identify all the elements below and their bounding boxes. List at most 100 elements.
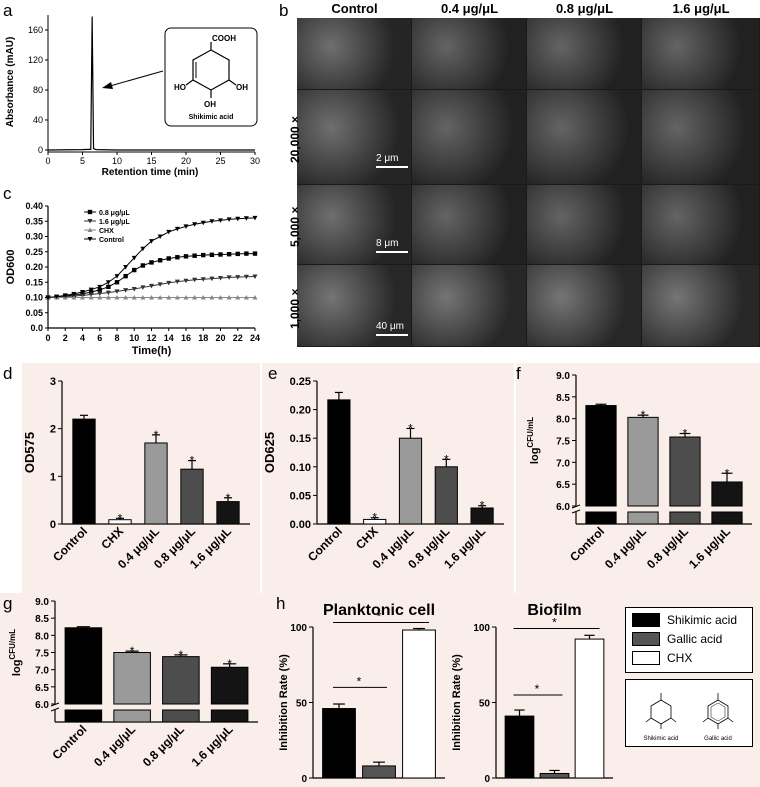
panel-c-point (114, 289, 120, 294)
panel-c-xlabel: Time(h) (132, 345, 172, 357)
panel-c-xtick-label: 22 (233, 333, 243, 343)
panel-c-point (235, 275, 241, 280)
panel-c-point (149, 295, 154, 300)
panel-g-ytick-label: 6.5 (35, 683, 49, 694)
sem-column-header: 1.6 μg/μL (672, 1, 730, 16)
panel-c-legend-marker (87, 219, 93, 224)
panel-f-category-label: 0.4 μg/μL (602, 524, 649, 571)
panel-f-bar (627, 416, 659, 507)
panel-f-bar (585, 405, 617, 507)
panel-g-category-label: 1.6 μg/μL (189, 722, 236, 769)
sem-image-tile (527, 265, 641, 346)
structure-label-shikimic: Shikimic acid (643, 736, 678, 742)
panel-d-ytick-label: 1 (50, 471, 56, 483)
sem-scale-bar-label: 2 μm (376, 153, 399, 164)
panel-c-point (200, 220, 206, 226)
panel-c-xtick-label: 8 (114, 333, 119, 343)
panel-c-point (54, 294, 60, 300)
panel-c-point (192, 277, 198, 283)
panel-c-point (114, 280, 120, 285)
panel-g-bar (210, 666, 249, 705)
sem-image-tile (642, 185, 759, 264)
panel-f-bar (711, 481, 743, 507)
panel-c-xtick-label: 4 (80, 333, 85, 343)
panel-c-point (157, 282, 163, 287)
structure-cooh-label: COOH (212, 34, 236, 43)
panel-h2-ytick-label: 50 (479, 699, 491, 710)
panel-h1-title: Planktonic cell (323, 602, 435, 619)
sem-image-tile (412, 18, 526, 89)
panel-c-point (105, 280, 111, 285)
panel-e-ytick-label: 0.20 (290, 405, 311, 417)
panel-f-ytick-label: 8.5 (556, 393, 570, 404)
panel-c-point (132, 267, 137, 273)
panel-c-point (174, 226, 180, 232)
sem-row-label: 20,000× (288, 112, 302, 164)
panel-c-point (166, 229, 172, 235)
panel-h2-ytick-label: 0 (484, 774, 490, 785)
panel-c-point (226, 217, 232, 222)
panel-h-legend-item: CHX (632, 651, 692, 665)
panel-a-arrow (102, 70, 164, 89)
panel-c-point (243, 274, 249, 280)
panel-e-ytick-label: 0.15 (290, 433, 311, 445)
panel-c-point (114, 295, 120, 300)
panel-c-xtick-label: 16 (181, 333, 191, 343)
sem-image-tile (642, 265, 759, 346)
panel-c-point (140, 246, 146, 252)
panel-c-legend-label: CHX (99, 228, 114, 235)
panel-c-xtick-label: 14 (164, 333, 174, 343)
panel-c-point (88, 295, 94, 300)
panel-c-point (114, 274, 120, 279)
panel-h-legend-swatch (632, 613, 660, 627)
panel-f-significance: * (725, 466, 730, 480)
panel-c-point (218, 252, 223, 257)
panel-c-point (123, 265, 129, 270)
panel-h-legend-item: Gallic acid (632, 632, 722, 646)
panel-c-point (149, 260, 154, 265)
panel-c-point (123, 273, 128, 279)
panel-g-ylabel: logCFU/mL (8, 629, 23, 676)
panel-c-ytick-label: 0.10 (25, 293, 43, 303)
sem-scale-bar (376, 251, 408, 253)
panel-a-xtick-label: 30 (250, 156, 260, 166)
panel-h-legend-item: Shikimic acid (632, 613, 737, 627)
panel-letter-c: c (3, 184, 12, 203)
panel-c-point (226, 295, 232, 300)
panel-letter-a: a (3, 1, 13, 20)
panel-c-point (149, 283, 154, 289)
panel-c-point (243, 295, 249, 300)
panel-e-ytick-label: 0.10 (290, 462, 311, 474)
panel-a-xlabel: Retention time (min) (102, 167, 199, 178)
panel-e-bar (327, 399, 351, 525)
panel-c-legend-marker (87, 227, 93, 232)
gallic-structure-small (702, 693, 734, 729)
panel-c-point (244, 251, 249, 256)
panel-f-axis-break-mark (571, 509, 581, 514)
panel-c-point (175, 255, 180, 260)
sem-row-label: 1,000× (288, 284, 302, 330)
panel-c-point (209, 295, 215, 300)
panel-f-bar (669, 436, 701, 507)
panel-h1-ytick-label: 50 (296, 699, 308, 710)
panel-h2-ytick-label: 100 (473, 623, 490, 634)
panel-c-point (97, 295, 103, 300)
panel-c-point (252, 274, 258, 279)
panel-letter-d: d (3, 364, 13, 383)
panel-c-point (235, 251, 240, 257)
panel-e-chart: 0.000.050.100.150.200.25OD625Control*CHX… (262, 376, 504, 571)
panel-letter-e: e (268, 364, 278, 383)
sem-image-tile (527, 18, 641, 89)
panel-c-point (183, 295, 189, 300)
panel-c-point (192, 295, 198, 300)
panel-e-ytick-label: 0.00 (290, 519, 311, 531)
panel-c-point (149, 239, 154, 244)
panel-f-bar-stub (627, 511, 659, 525)
panel-d-category-label: CHX (98, 524, 126, 552)
panel-g-bar (64, 627, 103, 705)
sem-image-tile (297, 18, 411, 89)
panel-g-category-label: 0.4 μg/μL (91, 722, 138, 769)
panel-c-point (157, 234, 163, 239)
panel-c-point (131, 295, 137, 300)
